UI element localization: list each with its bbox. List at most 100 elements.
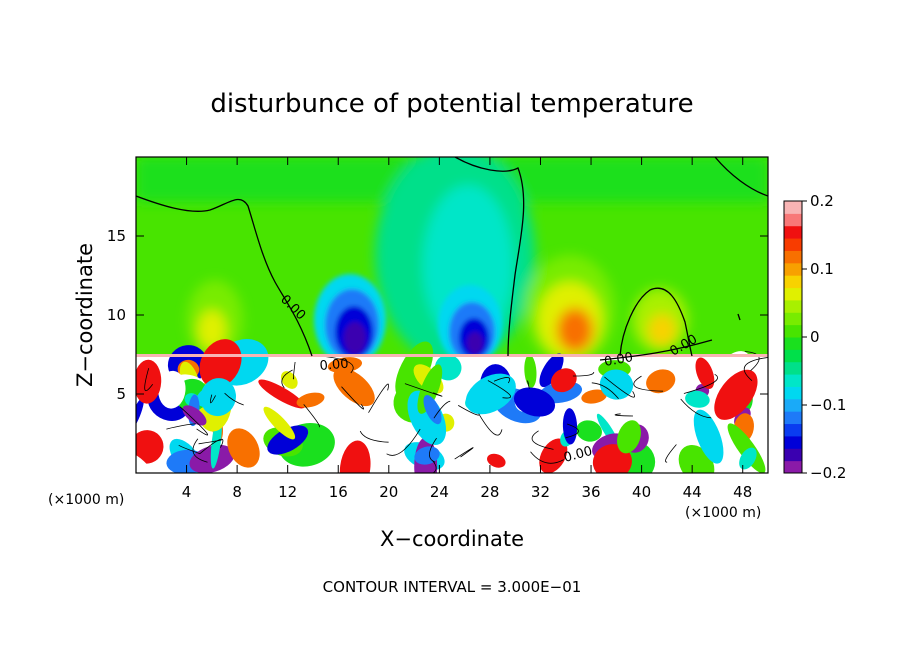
colorbar-swatch xyxy=(784,250,802,264)
colorbar-swatch xyxy=(784,262,802,276)
turbulent-eddy xyxy=(628,384,652,413)
colorbar-swatch xyxy=(784,411,802,425)
colorbar-ticks: 0.2 0.1 0 −0.1 −0.2 xyxy=(802,192,846,482)
colorbar-swatch xyxy=(784,349,802,363)
x-axis-ticks: 4 8 12 16 20 24 28 32 36 40 44 48 xyxy=(182,157,752,501)
eddy-contour xyxy=(493,377,511,384)
turbulent-eddy xyxy=(423,395,442,425)
zero-contour-center xyxy=(454,157,525,357)
colorbar-swatch xyxy=(784,299,802,313)
x-axis-label: X−coordinate xyxy=(380,527,524,551)
warm-region-right-core xyxy=(557,308,593,352)
eddy-contour xyxy=(224,392,244,406)
turbulent-eddy xyxy=(199,339,242,388)
boundary-layer-top xyxy=(136,354,768,357)
turbulent-eddy xyxy=(524,354,537,388)
colorbar-swatch xyxy=(784,238,802,251)
plot-area xyxy=(136,157,768,473)
cold-anomaly-b-core xyxy=(467,332,483,354)
eddy-contour xyxy=(341,386,365,410)
zero-contour-boundary xyxy=(599,339,713,361)
eddy-contour xyxy=(572,371,595,377)
eddy-contour xyxy=(683,373,718,394)
colorbar-tick-label: 0.1 xyxy=(810,260,834,278)
zero-contour-hump xyxy=(619,287,693,357)
eddy-contour xyxy=(209,394,216,404)
zero-contour-tail xyxy=(737,313,741,321)
eddy-contour xyxy=(292,361,296,380)
contour-lines xyxy=(136,157,768,361)
eddy-contour xyxy=(565,423,579,439)
warm-region-left-core xyxy=(198,310,226,350)
colorbar-tick-label: 0 xyxy=(810,328,820,346)
eddy-contour xyxy=(478,413,503,436)
turbulent-eddy xyxy=(617,420,641,454)
x-tick-label: 48 xyxy=(733,483,752,501)
x-tick-label: 40 xyxy=(632,483,651,501)
y-tick-label: 10 xyxy=(107,306,126,324)
turbulent-eddy xyxy=(136,430,164,464)
x-tick-label: 36 xyxy=(581,483,600,501)
eddy-contour xyxy=(404,383,443,397)
x-tick-label: 8 xyxy=(232,483,242,501)
colorbar-swatch xyxy=(784,374,802,387)
turbulent-eddy xyxy=(576,420,602,442)
eddy-contour xyxy=(530,451,564,464)
chart-title: disturbunce of potential temperature xyxy=(210,89,693,119)
boundary-layer-contours xyxy=(144,351,768,473)
upper-field xyxy=(136,157,768,365)
eddy-contour xyxy=(680,398,712,419)
boundary-layer-structures xyxy=(136,339,766,473)
turbulent-eddy xyxy=(136,451,156,473)
colorbar-swatch xyxy=(784,361,802,375)
colorbar xyxy=(783,200,803,474)
turbulent-eddy xyxy=(739,447,757,470)
turbulent-eddy xyxy=(539,353,564,388)
eddy-contour xyxy=(527,380,530,389)
colorbar-swatch xyxy=(784,312,802,326)
eddy-contour xyxy=(178,444,201,455)
turbulent-eddy xyxy=(727,423,766,473)
eddy-contour xyxy=(166,423,196,430)
x-unit-right: (×1000 m) xyxy=(685,505,761,521)
colorbar-swatch xyxy=(784,287,802,301)
x-tick-label: 28 xyxy=(480,483,499,501)
turbulent-eddy xyxy=(182,405,207,426)
x-unit-left: (×1000 m) xyxy=(48,492,124,508)
colorbar-swatch xyxy=(784,201,802,214)
warm-region-far-right-core xyxy=(648,314,676,346)
boundary-layer-field xyxy=(136,339,768,473)
cold-anomalies xyxy=(314,274,502,366)
eddy-contour xyxy=(604,376,635,398)
turbulent-eddy xyxy=(646,369,676,394)
x-tick-label: 16 xyxy=(329,483,348,501)
turbulent-eddy xyxy=(487,453,506,468)
turbulent-eddy xyxy=(414,446,440,465)
zero-contour-right xyxy=(714,157,768,197)
eddy-contour xyxy=(303,404,320,428)
eddy-contour xyxy=(179,406,208,436)
turbulent-eddy xyxy=(339,440,371,473)
colorbar-tick-label: −0.2 xyxy=(810,464,846,482)
contour-labels: 0.00 0.00 0.00 0.00 0.00 xyxy=(277,292,700,466)
turbulent-eddy xyxy=(592,444,632,473)
colorbar-swatch xyxy=(784,398,802,412)
turbulent-eddy xyxy=(158,370,186,409)
turbulent-eddy xyxy=(695,357,715,390)
turbulent-eddy xyxy=(258,379,305,409)
eddy-contour xyxy=(457,405,480,416)
x-tick-label: 12 xyxy=(278,483,297,501)
turbulent-eddy xyxy=(227,428,260,468)
contour-interval-note: CONTOUR INTERVAL = 3.000E−01 xyxy=(323,578,582,596)
y-tick-label: 5 xyxy=(116,385,126,403)
cold-anomaly-a-core xyxy=(344,322,366,354)
colorbar-swatch xyxy=(784,435,802,449)
zero-contour-left xyxy=(136,195,313,357)
eddy-contour xyxy=(665,444,677,463)
colorbar-swatch xyxy=(784,386,802,400)
x-tick-label: 32 xyxy=(531,483,550,501)
eddy-contour xyxy=(281,369,293,389)
colorbar-tick-label: −0.1 xyxy=(810,396,846,414)
turbulent-eddy xyxy=(513,387,556,417)
